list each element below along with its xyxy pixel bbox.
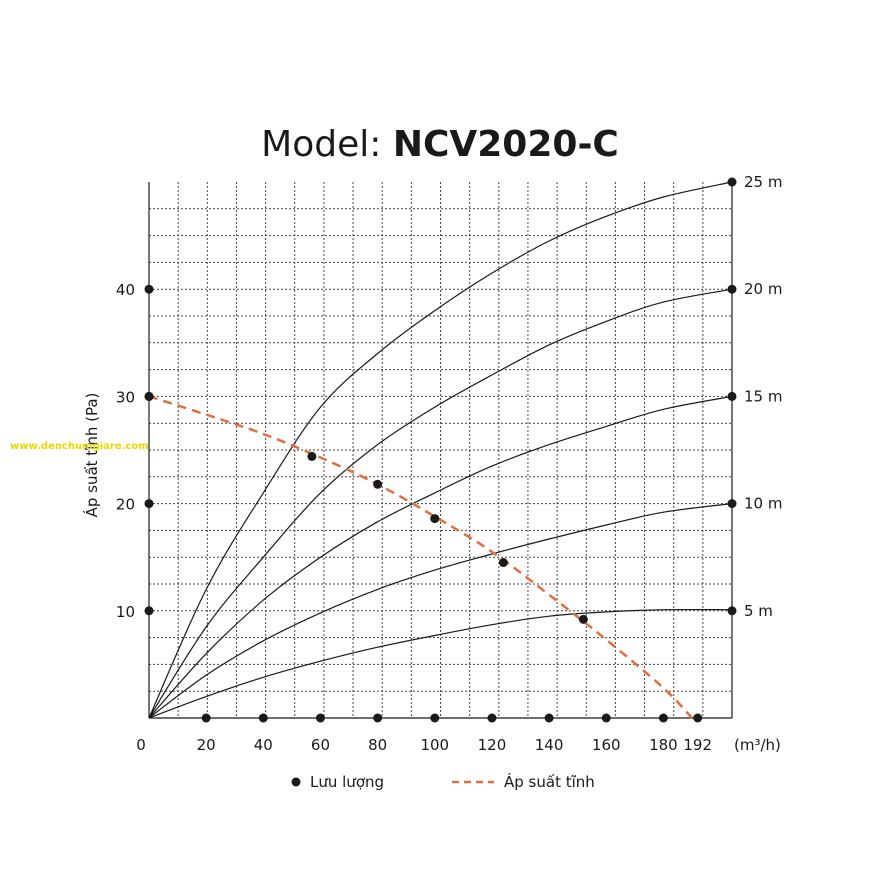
legend-pressure-label: Áp suất tĩnh — [504, 772, 595, 791]
plot-frame — [148, 182, 733, 719]
curve-10m — [148, 503, 733, 719]
x-tick-label: 0 — [136, 736, 146, 754]
x-tick-marker — [601, 713, 611, 723]
curve-length-label: 10 m — [744, 495, 782, 513]
y-axis-ticks: 10 20 30 40 — [116, 281, 154, 621]
curve-length-label: 25 m — [744, 173, 782, 191]
curve-length-label: 15 m — [744, 387, 782, 405]
legend: Lưu lượng Áp suất tĩnh — [291, 772, 595, 791]
curve-length-label: 20 m — [744, 280, 782, 298]
x-tick-marker — [258, 713, 268, 723]
title-prefix: Model: — [261, 124, 393, 165]
y-tick-marker — [144, 284, 154, 294]
y-tick-label: 10 — [116, 603, 135, 621]
curve-end-marker — [727, 177, 737, 187]
legend-flow-marker — [291, 777, 301, 787]
x-tick-label: 192 — [683, 736, 712, 754]
x-tick-label: 140 — [535, 736, 564, 754]
x-tick-label: 60 — [311, 736, 330, 754]
x-axis-ticks: 0 20 40 60 80 100 120 140 160 180 192 — [136, 713, 712, 754]
legend-flow-label: Lưu lượng — [310, 773, 384, 791]
x-tick-marker — [544, 713, 554, 723]
curve-end-marker — [727, 606, 737, 616]
y-tick-label: 20 — [116, 496, 135, 514]
chart-title: Model: NCV2020-C — [261, 124, 619, 165]
y-axis-label: Áp suất tĩnh (Pa) — [82, 393, 101, 518]
grid — [149, 182, 732, 718]
flow-point — [373, 479, 383, 489]
x-tick-marker — [201, 713, 211, 723]
curve-end-marker — [727, 284, 737, 294]
y-tick-label: 40 — [116, 281, 135, 299]
watermark-text: www.denchumgiare.com — [10, 441, 149, 452]
x-tick-label: 180 — [649, 736, 678, 754]
x-tick-label: 120 — [478, 736, 507, 754]
flow-point — [578, 614, 588, 624]
x-tick-marker — [658, 713, 668, 723]
length-curves — [148, 181, 733, 719]
static-pressure-line — [148, 395, 693, 719]
x-axis-unit: (m³/h) — [734, 736, 781, 754]
y-tick-marker — [144, 499, 154, 509]
x-tick-label: 20 — [197, 736, 216, 754]
curve-15m — [148, 395, 733, 719]
x-tick-label: 40 — [254, 736, 273, 754]
curve-length-label: 5 m — [744, 602, 773, 620]
y-tick-marker — [144, 391, 154, 401]
curve-length-labels: 25 m 20 m 15 m 10 m 5 m — [727, 173, 782, 620]
flow-point — [498, 558, 508, 568]
curve-end-marker — [727, 499, 737, 509]
x-tick-marker — [693, 713, 703, 723]
x-tick-label: 80 — [368, 736, 387, 754]
x-tick-label: 160 — [592, 736, 621, 754]
curve-20m — [148, 288, 733, 719]
flow-point — [430, 514, 440, 524]
x-tick-label: 100 — [420, 736, 449, 754]
curve-5m — [148, 608, 733, 719]
x-tick-marker — [430, 713, 440, 723]
x-tick-marker — [487, 713, 497, 723]
x-tick-marker — [373, 713, 383, 723]
static-pressure-curve — [148, 395, 693, 719]
curve-end-marker — [727, 391, 737, 401]
flow-points — [307, 451, 588, 624]
curve-25m — [148, 181, 733, 719]
y-tick-label: 30 — [116, 388, 135, 406]
x-tick-marker — [315, 713, 325, 723]
flow-point — [307, 451, 317, 461]
y-tick-marker — [144, 606, 154, 616]
title-model: NCV2020-C — [393, 124, 619, 165]
